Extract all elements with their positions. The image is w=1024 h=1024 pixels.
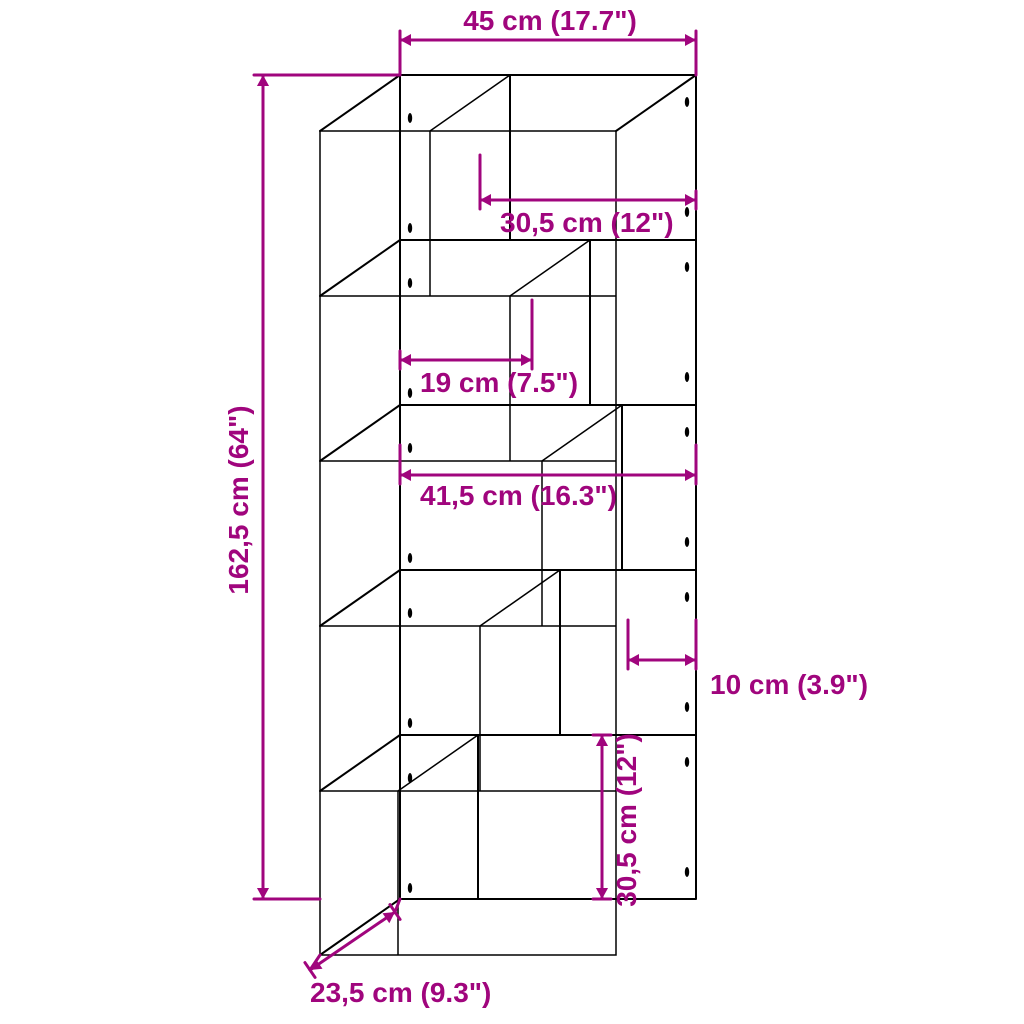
dim-label-w305: 30,5 cm (12") [500,207,674,238]
dim-label-height: 162,5 cm (64") [223,405,254,594]
dim-label-h305: 30,5 cm (12") [611,733,642,907]
dim-label-w19: 19 cm (7.5") [420,367,578,398]
dim-label-width: 45 cm (17.7") [463,5,637,36]
dim-label-depth: 23,5 cm (9.3") [310,977,491,1008]
dim-label-w415: 41,5 cm (16.3") [420,480,617,511]
dim-label-w10: 10 cm (3.9") [710,669,868,700]
